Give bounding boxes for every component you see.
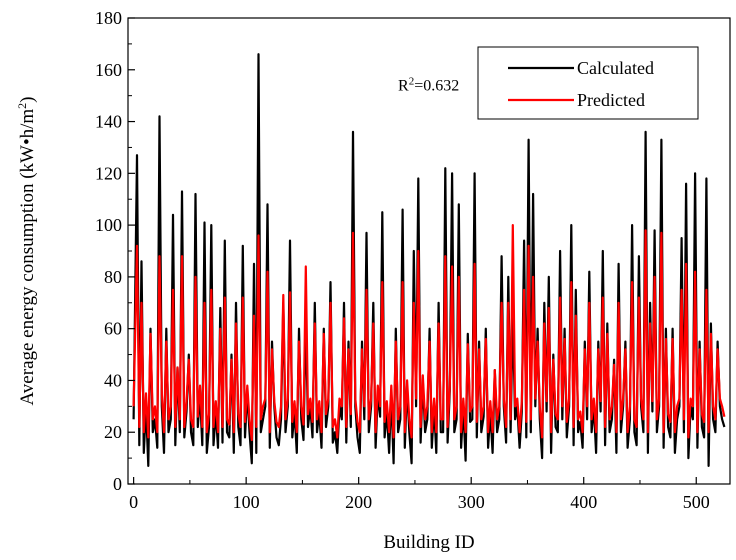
x-tick-label: 0 — [129, 492, 138, 512]
r-squared-sup: 2 — [409, 75, 415, 87]
x-axis-title: Building ID — [383, 532, 474, 553]
r-squared-annotation: R2=0.632 — [398, 75, 459, 94]
y-tick-label: 80 — [104, 267, 122, 287]
legend-box — [477, 46, 699, 120]
x-tick-label: 100 — [233, 492, 260, 512]
legend-label-calculated: Calculated — [577, 58, 654, 78]
r-squared-base: R — [398, 77, 409, 94]
y-tick-label: 20 — [104, 422, 122, 442]
ticks-layer: 0 20 40 60 80 100 120 140 160 180 0 100 200 300 400 500 — [95, 8, 710, 512]
y-tick-label: 0 — [113, 474, 122, 494]
y-axis-title-main: Average energy consumption (kW•h/m — [17, 109, 38, 406]
legend-label-predicted: Predicted — [577, 90, 645, 110]
x-tick-label: 500 — [683, 492, 710, 512]
y-tick-label: 160 — [95, 60, 122, 80]
r-squared-value: =0.632 — [414, 77, 459, 94]
series-layer — [132, 53, 726, 467]
y-tick-label: 120 — [95, 163, 122, 183]
y-axis-title-end: ) — [17, 97, 38, 103]
series-line-predicted — [132, 224, 726, 442]
x-tick-label: 200 — [345, 492, 372, 512]
y-axis-title: Average energy consumption (kW•h/m2) — [15, 97, 38, 406]
y-tick-label: 60 — [104, 319, 122, 339]
y-tick-label: 180 — [95, 8, 122, 28]
x-tick-label: 400 — [570, 492, 597, 512]
x-tick-label: 300 — [458, 492, 485, 512]
y-axis-title-sup: 2 — [15, 103, 29, 109]
legend: Calculated Predicted — [477, 46, 699, 120]
y-tick-label: 100 — [95, 215, 122, 235]
y-tick-label: 40 — [104, 370, 122, 390]
y-tick-label: 140 — [95, 112, 122, 132]
